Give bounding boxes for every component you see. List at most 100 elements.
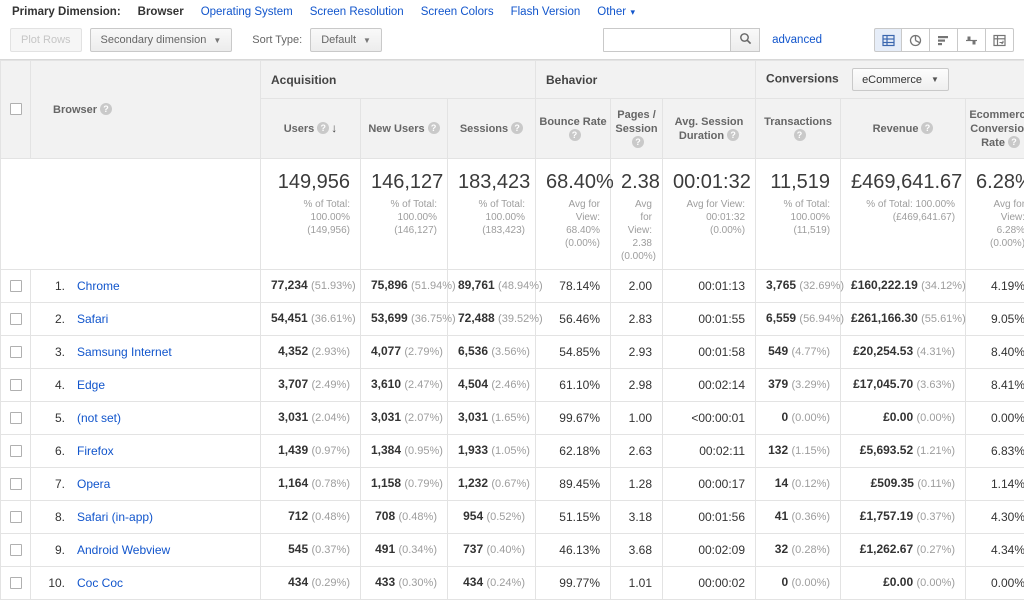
row-checkbox[interactable] [10,544,22,556]
row-checkbox-cell [1,336,31,369]
revenue-percent: (55.61%) [921,313,966,325]
secondary-dimension-button[interactable]: Secondary dimension▼ [90,28,233,52]
browser-link[interactable]: Coc Coc [77,576,123,590]
column-header-revenue[interactable]: Revenue? [841,99,966,159]
cell-revenue: £5,693.52 (1.21%) [841,435,966,468]
browser-link[interactable]: Opera [77,477,110,491]
column-header-sessions[interactable]: Sessions? [448,99,536,159]
users-percent: (36.61%) [311,313,356,325]
comparison-view-button[interactable] [958,28,986,52]
row-checkbox[interactable] [10,379,22,391]
search-button[interactable] [730,28,760,52]
advanced-search-link[interactable]: advanced [772,34,822,46]
primary-dimension-screen-resolution[interactable]: Screen Resolution [310,6,404,18]
column-header-avg-session-duration[interactable]: Avg. Session Duration? [663,99,756,159]
row-checkbox[interactable] [10,511,22,523]
row-checkbox[interactable] [10,445,22,457]
revenue-value: £0.00 [883,410,913,424]
sort-type-button[interactable]: Default▼ [310,28,382,52]
browser-link[interactable]: Chrome [77,279,120,293]
primary-dimension-screen-colors[interactable]: Screen Colors [421,6,494,18]
column-header-new-users[interactable]: New Users? [361,99,448,159]
browser-link[interactable]: Firefox [77,444,114,458]
primary-dimension-operating-system[interactable]: Operating System [201,6,293,18]
column-header-transactions[interactable]: Transactions? [756,99,841,159]
users-percent: (0.97%) [311,445,350,457]
summary-avg-duration-value: 00:01:32 [673,171,745,194]
new-users-value: 433 [375,575,395,589]
row-checkbox[interactable] [10,346,22,358]
summary-revenue-value: £469,641.67 [851,171,955,194]
search-input[interactable] [603,28,731,52]
revenue-value: £5,693.52 [860,443,913,457]
table-row: 5.(not set) 3,031 (2.04%) 3,031 (2.07%) … [1,402,1024,435]
browser-link[interactable]: Safari (in-app) [77,510,153,524]
performance-view-button[interactable] [930,28,958,52]
help-icon[interactable]: ? [921,122,933,134]
plot-rows-label: Plot Rows [21,34,71,46]
summary-avg-duration-subtext: Avg for View: 00:01:32 (0.00%) [673,198,745,237]
cell-avg-duration: 00:01:58 [663,336,756,369]
column-header-bounce-rate[interactable]: Bounce Rate? [536,99,611,159]
browser-link[interactable]: (not set) [77,411,121,425]
column-header-browser[interactable]: Browser? [31,61,261,159]
primary-dimension-flash-version[interactable]: Flash Version [511,6,581,18]
sessions-value: 72,488 [458,311,495,325]
users-value: 4,352 [278,344,308,358]
help-icon[interactable]: ? [794,129,806,141]
table-view-button[interactable] [874,28,902,52]
cell-bounce-rate: 54.85% [536,336,611,369]
row-index: 9. [45,543,65,558]
row-checkbox[interactable] [10,313,22,325]
row-checkbox[interactable] [10,412,22,424]
primary-dimension-other-dropdown[interactable]: Other ▾ [597,6,635,18]
cell-new-users: 1,158 (0.79%) [361,468,448,501]
conversions-goal-selector[interactable]: eCommerce▼ [852,68,949,91]
primary-dimension-browser[interactable]: Browser [138,6,184,18]
group-header-acquisition: Acquisition [261,61,536,99]
group-header-behavior: Behavior [536,61,756,99]
users-value: 3,707 [278,377,308,391]
cell-revenue: £0.00 (0.00%) [841,567,966,600]
new-users-percent: (2.79%) [404,346,443,358]
revenue-header-label: Revenue [873,123,919,135]
row-checkbox[interactable] [10,478,22,490]
help-icon[interactable]: ? [317,122,329,134]
help-icon[interactable]: ? [632,136,644,148]
cell-sessions: 1,232 (0.67%) [448,468,536,501]
help-icon[interactable]: ? [727,129,739,141]
new-users-percent: (51.94%) [411,280,456,292]
browser-link[interactable]: Edge [77,378,105,392]
cell-bounce-rate: 56.46% [536,303,611,336]
select-all-checkbox[interactable] [10,103,22,115]
help-icon[interactable]: ? [569,129,581,141]
percentage-view-button[interactable] [902,28,930,52]
help-icon[interactable]: ? [1008,136,1020,148]
browser-link[interactable]: Android Webview [77,543,170,557]
row-checkbox[interactable] [10,280,22,292]
table-row: 4.Edge 3,707 (2.49%) 3,610 (2.47%) 4,504… [1,369,1024,402]
row-checkbox[interactable] [10,577,22,589]
browser-link[interactable]: Safari [77,312,108,326]
sessions-percent: (0.52%) [486,511,525,523]
cell-avg-duration: 00:02:11 [663,435,756,468]
column-header-users[interactable]: Users?↓ [261,99,361,159]
help-icon[interactable]: ? [100,103,112,115]
plot-rows-button[interactable]: Plot Rows [10,28,82,52]
transactions-value: 549 [768,344,788,358]
pivot-view-button[interactable] [986,28,1014,52]
row-index: 4. [45,378,65,393]
revenue-percent: (4.31%) [917,346,956,358]
group-header-conversions: Conversions eCommerce▼ [756,61,1024,99]
column-header-ecommerce-conversion-rate[interactable]: Ecommerce Conversion Rate? [966,99,1024,159]
sort-type-label: Sort Type: [252,34,302,46]
transactions-value: 0 [781,410,788,424]
browser-link[interactable]: Samsung Internet [77,345,172,359]
help-icon[interactable]: ? [511,122,523,134]
table-view-icon [882,34,895,47]
help-icon[interactable]: ? [428,122,440,134]
new-users-value: 1,158 [371,476,401,490]
report-toolbar: Plot Rows Secondary dimension▼ Sort Type… [0,23,1024,59]
column-header-pages-session[interactable]: Pages / Session? [611,99,663,159]
cell-pages-session: 2.63 [611,435,663,468]
